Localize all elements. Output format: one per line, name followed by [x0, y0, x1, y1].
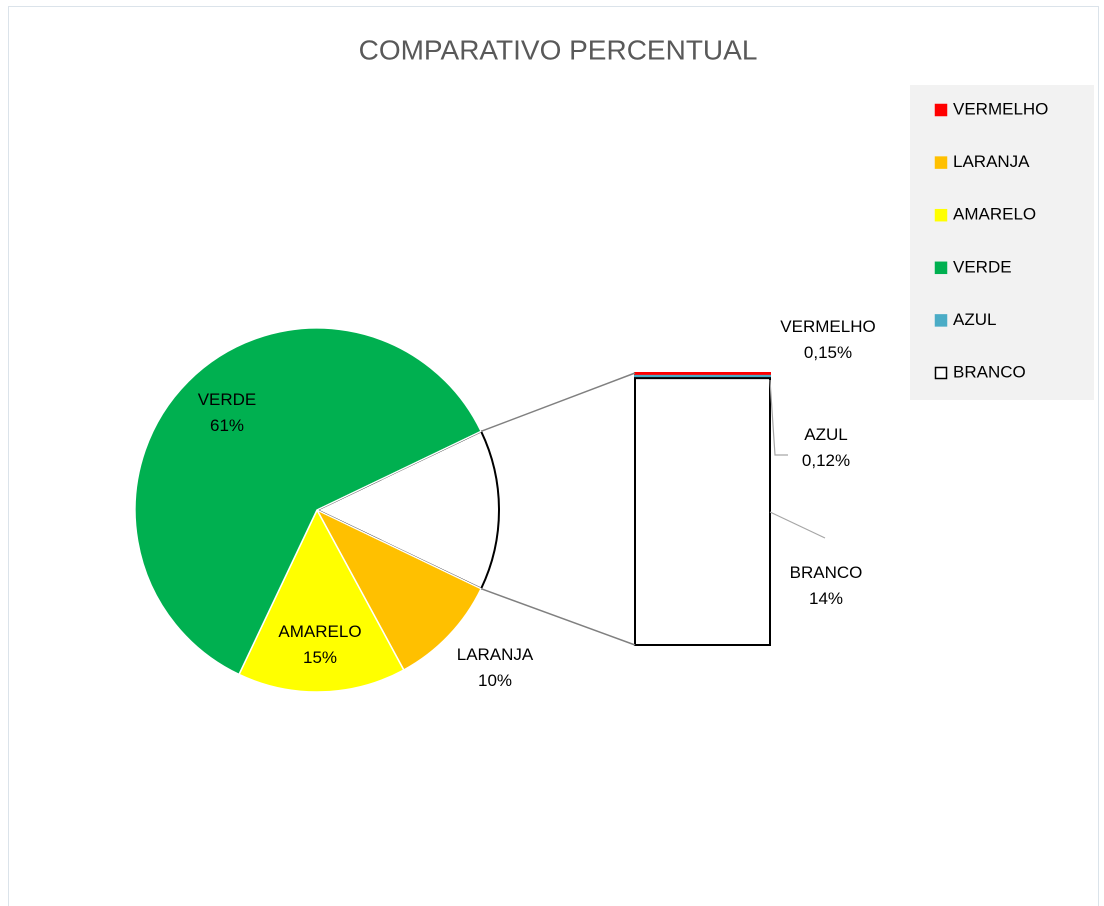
data-label-category: VERMELHO — [780, 317, 875, 336]
data-label-value: 14% — [809, 589, 843, 608]
legend-label: AMARELO — [953, 205, 1036, 224]
data-label-value: 0,12% — [802, 451, 850, 470]
legend-label: LARANJA — [953, 152, 1030, 171]
data-label-value: 15% — [303, 648, 337, 667]
data-label-value: 0,15% — [804, 343, 852, 362]
data-label: AZUL 0,12% — [802, 425, 850, 470]
data-label: VERDE 61% — [198, 390, 257, 435]
data-label-category: LARANJA — [457, 645, 534, 664]
legend-marker — [934, 366, 948, 380]
pie-slice — [134, 327, 483, 676]
legend-label: AZUL — [953, 310, 996, 329]
connector-line — [480, 587, 636, 646]
bar-segment — [634, 377, 771, 646]
leader-line — [769, 511, 826, 539]
data-label-category: VERDE — [198, 390, 257, 409]
data-label: AMARELO 15% — [278, 622, 361, 667]
data-label: LARANJA 10% — [457, 645, 534, 690]
legend-box — [910, 85, 1094, 400]
legend-marker — [934, 103, 948, 117]
legend-marker — [934, 156, 948, 169]
legend-label: VERMELHO — [953, 99, 1048, 118]
pie-slice — [315, 508, 483, 671]
pie-slice — [238, 508, 405, 693]
data-label: VERMELHO 0,15% — [780, 317, 875, 362]
chart-title: COMPARATIVO PERCENTUAL — [359, 34, 758, 65]
data-label-value: 61% — [210, 416, 244, 435]
data-label-category: AZUL — [804, 425, 847, 444]
legend-marker — [934, 314, 948, 327]
data-label-value: 10% — [478, 671, 512, 690]
legend-label: VERDE — [953, 257, 1012, 276]
leader-line — [769, 379, 788, 456]
legend-marker — [934, 208, 948, 222]
data-label: BRANCO 14% — [790, 563, 863, 608]
pie-slice-other — [314, 429, 500, 591]
data-label-category: AMARELO — [278, 622, 361, 641]
legend-label: BRANCO — [953, 362, 1026, 381]
connector-line — [480, 372, 636, 433]
data-label-category: BRANCO — [790, 563, 863, 582]
legend-marker — [934, 261, 948, 275]
